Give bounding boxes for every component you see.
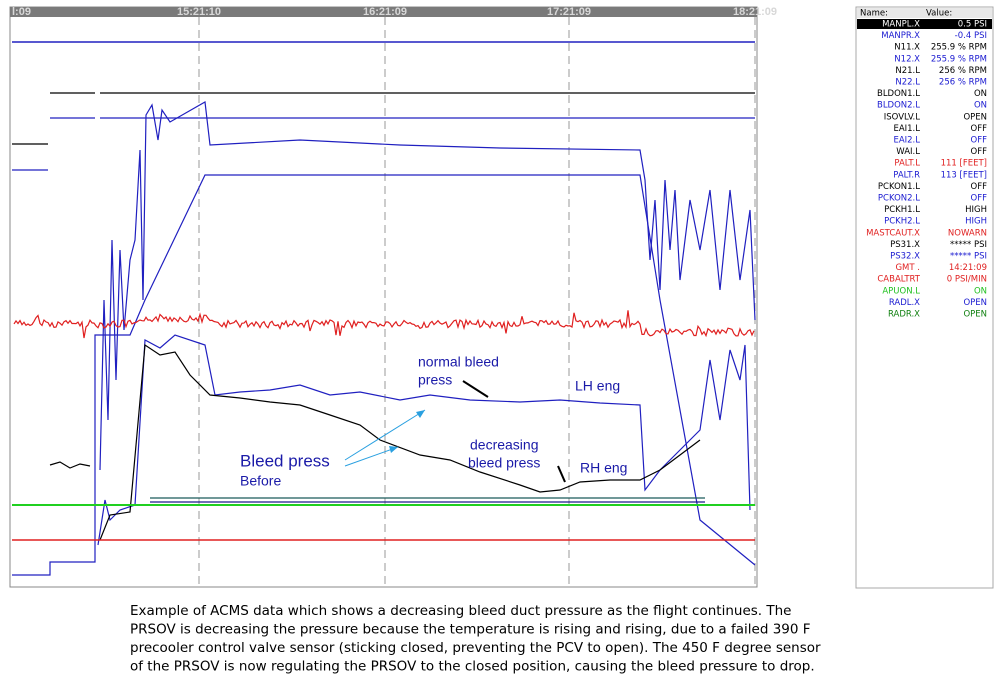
caption-line: precooler control valve sensor (sticking…: [130, 640, 821, 656]
row-value: 255.9 % RPM: [931, 54, 987, 64]
annotation: bleed press: [468, 455, 540, 471]
time-label: l:09: [12, 6, 31, 18]
row-name: EAI2.L: [893, 136, 920, 146]
arrow: [344, 446, 399, 467]
trace: [99, 101, 756, 471]
annotation: Before: [240, 473, 281, 489]
caption: Example of ACMS data which shows a decre…: [130, 603, 821, 675]
annotation: Bleed press: [240, 451, 330, 470]
annotation: decreasing: [470, 437, 539, 453]
row-name: PALT.R: [893, 170, 920, 180]
row-name: MANPR.X: [881, 31, 920, 41]
row-name: PCKH1.L: [884, 205, 920, 215]
row-value: ***** PSI: [950, 252, 987, 262]
arrow-head: [416, 410, 425, 418]
row-value: -0.4 PSI: [955, 31, 987, 41]
row-value: 0 PSI/MIN: [947, 275, 987, 285]
caption-line: of the PRSOV is now regulating the PRSOV…: [130, 659, 815, 675]
row-name: N21.L: [895, 66, 920, 76]
row-name: RADR.X: [888, 310, 920, 320]
annotation: RH eng: [580, 460, 627, 476]
pointer: [557, 465, 566, 483]
time-label: 18:21:09: [733, 6, 777, 18]
row-value: HIGH: [965, 217, 987, 227]
row-value: ON: [974, 286, 987, 296]
trace: [99, 343, 701, 541]
row-name: N11.X: [894, 43, 920, 53]
row-value: OPEN: [963, 112, 987, 122]
arrow: [344, 409, 426, 461]
row-value: OFF: [971, 182, 988, 192]
row-value: OFF: [971, 147, 988, 157]
table-rows: MANPL.X 0.5 PSI MANPR.X -0.4 PSI N11.X 255.9 …: [866, 20, 987, 320]
row-value: 111 [FEET]: [941, 159, 987, 169]
row-name: CABALTRT: [877, 275, 920, 285]
table-header-bar: [857, 8, 992, 18]
row-name: EAI1.L: [893, 124, 920, 134]
row-value: OPEN: [963, 310, 987, 320]
time-bar: [10, 7, 757, 17]
row-name: APUON.L: [882, 286, 920, 296]
time-label: 16:21:09: [363, 6, 407, 18]
row-value: ***** PSI: [950, 240, 987, 250]
annotation-marks: [344, 380, 566, 483]
row-value: ON: [974, 89, 987, 99]
row-name: N22.L: [895, 78, 920, 88]
row-value: OFF: [971, 194, 988, 204]
caption-line: PRSOV is decreasing the pressure because…: [130, 622, 811, 638]
plot-frame: [9, 6, 758, 588]
time-label: 15:21:10: [177, 6, 221, 18]
row-value: OFF: [971, 136, 988, 146]
row-value: 113 [FEET]: [941, 170, 987, 180]
row-name: BLDON1.L: [877, 89, 920, 99]
annotation: LH eng: [575, 378, 620, 394]
row-name: PS31.X: [890, 240, 920, 250]
row-name: ISOVLV.L: [884, 112, 920, 122]
annotation: normal bleed: [418, 354, 499, 370]
row-name: RADL.X: [889, 298, 920, 308]
row-value: 0.5 PSI: [958, 20, 987, 30]
row-name: PCKH2.L: [884, 217, 920, 227]
arrow-head: [389, 446, 398, 453]
table-panel: [855, 6, 994, 589]
trace: [97, 334, 751, 546]
row-name: MANPL.X: [882, 20, 920, 30]
traces: [12, 41, 756, 576]
row-value: ON: [974, 101, 987, 111]
row-value: 14:21:09: [949, 263, 987, 273]
row-name: GMT .: [895, 263, 920, 273]
row-value: HIGH: [965, 205, 987, 215]
selected-row: [857, 19, 992, 29]
row-value: 255.9 % RPM: [931, 43, 987, 53]
row-name: N12.X: [894, 54, 920, 64]
time-gridlines: [198, 17, 756, 587]
row-value: OFF: [971, 124, 988, 134]
pointer: [462, 380, 489, 398]
row-name: BLDON2.L: [877, 101, 920, 111]
row-name: PCKON1.L: [878, 182, 920, 192]
row-name: PS32.X: [890, 252, 920, 262]
table-header: Name:: [860, 9, 888, 19]
time-label: 17:21:09: [547, 6, 591, 18]
trace: [49, 461, 91, 469]
row-value: OPEN: [963, 298, 987, 308]
row-name: WAI.L: [896, 147, 920, 157]
row-value: NOWARN: [948, 228, 987, 238]
table-header: Value:: [926, 9, 952, 19]
annotation: press: [418, 372, 452, 388]
caption-line: Example of ACMS data which shows a decre…: [130, 603, 791, 619]
row-name: MASTCAUT.X: [866, 228, 920, 238]
row-value: 256 % RPM: [939, 78, 987, 88]
row-name: PCKON2.L: [878, 194, 920, 204]
trace: [13, 310, 755, 339]
row-name: PALT.L: [894, 159, 920, 169]
row-value: 256 % RPM: [939, 66, 987, 76]
trace: [12, 174, 756, 576]
